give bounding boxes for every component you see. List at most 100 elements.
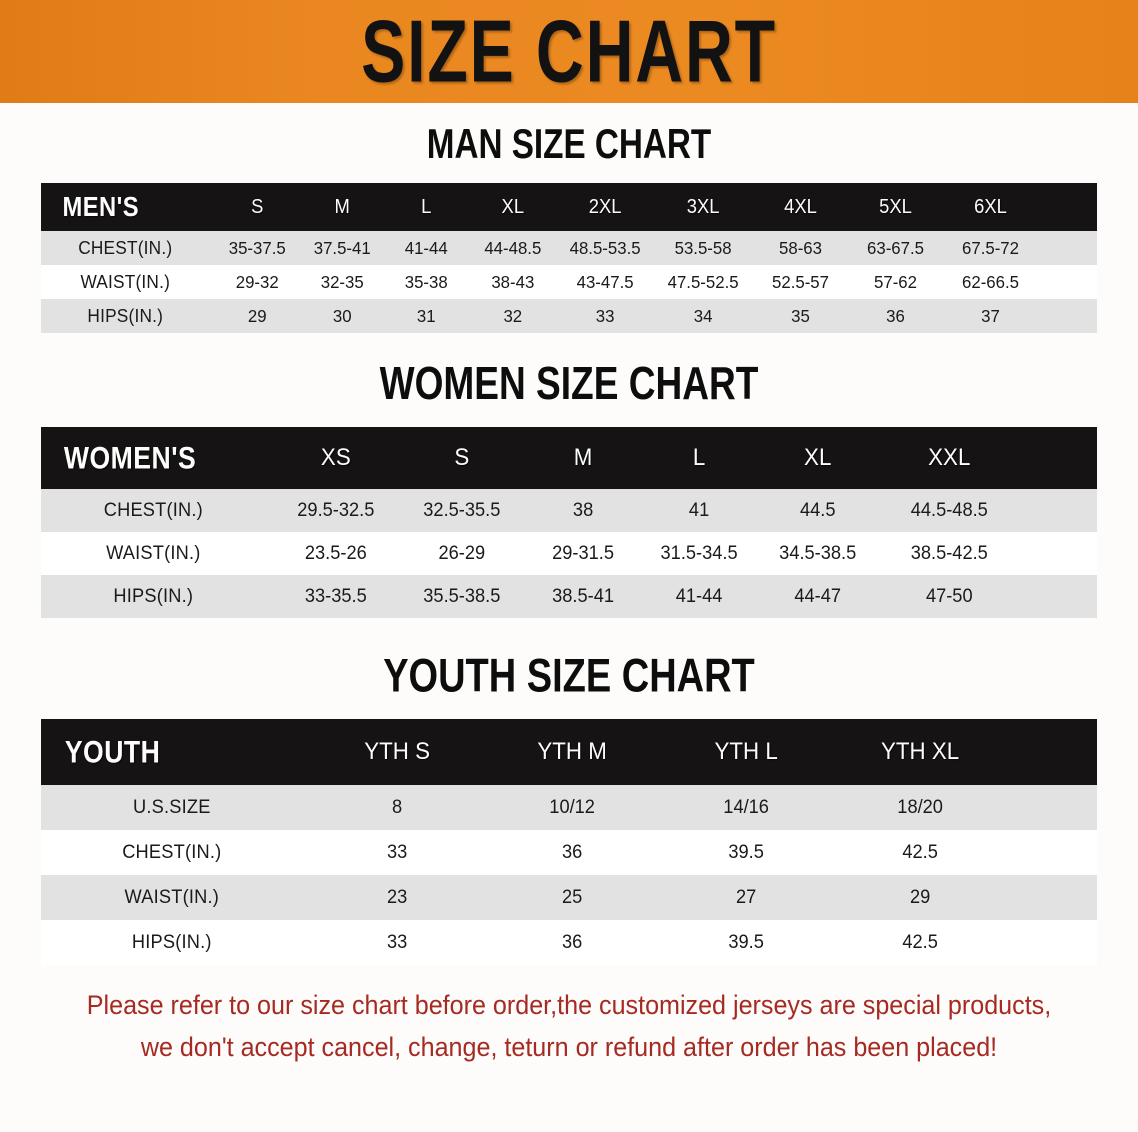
youth-header-spacer [1010,719,1094,785]
table-cell: 36 [885,305,905,326]
table-cell: 44-47 [794,585,841,607]
man-size-table: MEN'S S M L XL 2XL 3XL 4XL 5XL 6XL CHEST… [41,183,1097,333]
table-cell: 33 [387,931,408,953]
table-row: WAIST(IN.) 23.5-26 26-29 29-31.5 31.5-34… [41,532,1097,575]
man-size-table-wrapper: MEN'S S M L XL 2XL 3XL 4XL 5XL 6XL CHEST… [41,183,1097,333]
table-cell: 38 [572,499,593,521]
table-cell: 42.5 [902,841,938,863]
size-chart-banner: SIZE CHART [0,0,1138,103]
table-cell: 18/20 [897,796,943,818]
table-cell: 35.5-38.5 [423,585,501,607]
table-cell-spacer [1022,532,1095,575]
man-header-row: MEN'S S M L XL 2XL 3XL 4XL 5XL 6XL [41,183,1097,231]
table-cell: 44-48.5 [483,237,541,258]
man-size-header-m: M [334,195,350,218]
table-cell: 30 [332,305,352,326]
man-size-header-2xl: 2XL [589,195,622,218]
table-cell: 67.5-72 [961,237,1019,258]
table-cell: 53.5-58 [675,237,733,258]
table-cell: 35-38 [404,271,448,292]
table-cell: 41-44 [404,237,448,258]
table-cell: 34.5-38.5 [779,542,857,564]
youth-size-table-wrapper: YOUTH YTH S YTH M YTH L YTH XL U.S.SIZE … [41,719,1097,965]
women-size-table: WOMEN'S XS S M L XL XXL CHEST(IN.) 29.5-… [41,427,1097,618]
table-cell: 44.5-48.5 [911,499,989,521]
order-policy-line-1: Please refer to our size chart before or… [86,990,1052,1020]
table-cell: 42.5 [902,931,938,953]
youth-header-row: YOUTH YTH S YTH M YTH L YTH XL [41,719,1097,785]
man-table-body: CHEST(IN.) 35-37.5 37.5-41 41-44 44-48.5… [41,231,1097,333]
table-cell-spacer [1009,920,1095,965]
table-cell: 14/16 [723,796,769,818]
table-cell: 38-43 [490,271,534,292]
table-cell: 31 [417,305,436,326]
man-header-spacer [1040,183,1094,231]
table-cell: 41 [688,499,709,521]
women-table-header: WOMEN'S XS S M L XL XXL [41,427,1097,489]
table-cell: 41-44 [675,585,723,607]
table-cell: 32-35 [320,271,364,292]
table-row: WAIST(IN.) 23 25 27 29 [41,875,1097,920]
man-row-label-chest: CHEST(IN.) [78,237,173,258]
table-cell-spacer [1039,231,1096,265]
table-cell: 33 [387,841,408,863]
man-size-header-4xl: 4XL [783,195,817,218]
youth-row-label-chest: CHEST(IN.) [122,841,222,863]
man-size-header-l: L [421,195,432,218]
women-row-label-waist: WAIST(IN.) [106,542,201,564]
man-size-header-xl: XL [501,195,524,218]
women-header-row: WOMEN'S XS S M L XL XXL [41,427,1097,489]
table-cell-spacer [1009,830,1095,875]
man-size-header-s: S [251,195,264,218]
table-cell: 10/12 [548,796,595,818]
women-size-header-s: S [454,444,470,471]
table-cell: 37.5-41 [313,237,371,258]
table-row: U.S.SIZE 8 10/12 14/16 18/20 [41,785,1097,830]
women-size-header-m: M [573,444,593,471]
table-cell: 33 [596,305,615,326]
table-row: WAIST(IN.) 29-32 32-35 35-38 38-43 43-47… [41,265,1097,299]
table-cell: 23.5-26 [305,542,368,564]
man-size-header-3xl: 3XL [687,195,720,218]
youth-table-body: U.S.SIZE 8 10/12 14/16 18/20 CHEST(IN.) … [41,785,1097,965]
table-cell-spacer [1039,299,1096,333]
order-policy-note: Please refer to our size chart before or… [62,985,1076,1069]
women-table-body: CHEST(IN.) 29.5-32.5 32.5-35.5 38 41 44.… [41,489,1097,618]
table-cell: 38.5-41 [551,585,614,607]
table-cell: 39.5 [728,841,764,863]
table-cell: 33-35.5 [305,585,368,607]
youth-size-header-s: YTH S [364,738,431,765]
women-section-title: WOMEN SIZE CHART [379,359,759,410]
man-corner-label: MEN'S [62,190,140,223]
table-row: CHEST(IN.) 29.5-32.5 32.5-35.5 38 41 44.… [41,489,1097,532]
table-cell: 52.5-57 [771,271,829,292]
table-cell: 36 [561,931,582,953]
order-policy-line-2: we don't accept cancel, change, teturn o… [140,1031,998,1062]
table-cell: 39.5 [728,931,764,953]
table-cell-spacer [1022,575,1095,618]
women-row-label-chest: CHEST(IN.) [103,499,203,521]
table-cell: 38.5-42.5 [911,542,989,564]
table-cell: 31.5-34.5 [660,542,738,564]
table-cell: 62-66.5 [961,271,1019,292]
man-size-header-5xl: 5XL [878,195,912,218]
table-cell: 47.5-52.5 [668,271,740,292]
table-cell-spacer [1039,265,1096,299]
man-section-title: MAN SIZE CHART [426,121,712,168]
table-cell: 58-63 [778,237,822,258]
table-cell: 29 [909,886,931,908]
table-cell: 44.5 [799,499,836,521]
table-cell: 63-67.5 [866,237,924,258]
table-cell: 25 [561,886,582,908]
table-cell: 27 [735,886,756,908]
table-row: CHEST(IN.) 33 36 39.5 42.5 [41,830,1097,875]
women-row-label-hips: HIPS(IN.) [113,585,194,607]
man-row-label-waist: WAIST(IN.) [80,271,171,292]
table-cell: 29.5-32.5 [297,499,375,521]
women-corner-label: WOMEN'S [63,439,197,476]
youth-row-label-hips: HIPS(IN.) [131,931,212,953]
table-cell-spacer [1009,875,1095,920]
table-cell: 35 [790,305,810,326]
table-row: HIPS(IN.) 33 36 39.5 42.5 [41,920,1097,965]
youth-section-title: YOUTH SIZE CHART [383,649,755,702]
